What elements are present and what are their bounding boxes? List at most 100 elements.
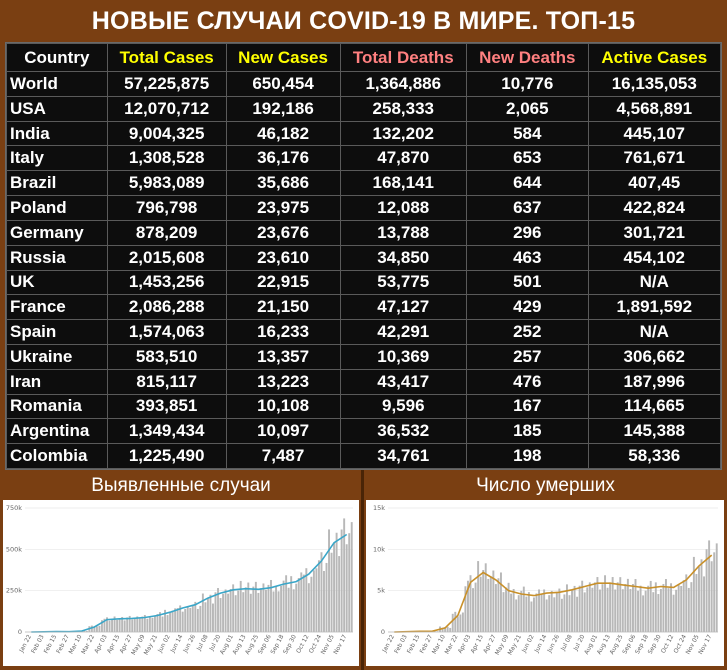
cell-new-deaths: 296	[466, 219, 589, 246]
bar	[242, 592, 245, 632]
bar	[239, 580, 242, 632]
table-row: Spain 1,574,063 16,233 42,291 252 N/A	[6, 319, 722, 345]
cell-total-cases: 1,574,063	[106, 319, 227, 345]
bar	[606, 587, 609, 632]
cell-country: World	[6, 71, 108, 97]
cell-total-cases: 1,308,528	[106, 145, 227, 172]
bar	[482, 570, 485, 632]
bar	[83, 630, 86, 632]
bar	[244, 587, 247, 632]
bar	[108, 620, 111, 632]
bar	[264, 589, 267, 632]
cell-country: Romania	[6, 393, 108, 420]
bar	[654, 582, 657, 632]
bar	[494, 584, 497, 632]
cases-chart-panel: 0 250k 500k 750k Jan 22 Feb 03 Feb 15 Feb 27 Mar…	[3, 500, 359, 666]
bar	[499, 572, 502, 632]
bar	[553, 597, 556, 632]
cell-total-deaths: 43,417	[339, 368, 468, 395]
bar	[340, 529, 343, 632]
bar	[280, 585, 283, 632]
bar	[619, 577, 622, 632]
bar	[540, 593, 543, 632]
bar	[270, 579, 272, 632]
cell-new-cases: 36,176	[225, 145, 341, 172]
bar	[146, 618, 149, 632]
bar	[106, 617, 108, 632]
bar	[85, 630, 88, 632]
bar	[639, 585, 642, 632]
bar	[95, 626, 98, 632]
cell-total-deaths: 47,870	[339, 145, 468, 172]
bar	[199, 605, 202, 632]
bar	[148, 617, 151, 632]
cell-total-deaths: 1,364,886	[339, 71, 468, 97]
y-tick-label: 0	[381, 628, 385, 636]
table-row: Argentina 1,349,434 10,097 36,532 185 145,388	[6, 418, 722, 445]
cell-active-cases: 301,721	[587, 219, 722, 246]
bar	[191, 604, 194, 632]
cell-country: Germany	[6, 219, 108, 246]
bar	[675, 589, 678, 632]
bar	[700, 559, 703, 632]
bar	[285, 575, 288, 632]
bar	[186, 606, 189, 632]
cell-total-deaths: 34,761	[339, 443, 468, 469]
bar	[247, 582, 250, 632]
bar	[512, 589, 515, 632]
bar	[169, 612, 172, 632]
table-row: World 57,225,875 650,454 1,364,886 10,776 16,…	[6, 71, 722, 97]
bar	[571, 590, 574, 632]
cell-new-deaths: 252	[466, 319, 589, 345]
bar	[259, 588, 262, 632]
cell-new-deaths: 637	[466, 195, 589, 221]
bar	[290, 576, 293, 632]
cell-new-cases: 650,454	[225, 71, 341, 97]
cell-active-cases: 1,891,592	[587, 294, 722, 321]
bar	[568, 595, 571, 632]
cell-new-cases: 13,223	[225, 368, 341, 395]
cell-new-deaths: 257	[466, 343, 589, 370]
bar	[345, 544, 348, 632]
bar	[237, 590, 240, 632]
bar	[695, 573, 698, 632]
bar	[690, 582, 693, 632]
cell-new-deaths: 644	[466, 170, 589, 197]
section-divider	[361, 470, 364, 670]
cell-new-cases: 22,915	[225, 269, 341, 296]
bar	[317, 560, 320, 632]
cell-new-cases: 13,357	[225, 343, 341, 370]
bar	[444, 627, 447, 632]
bar	[128, 615, 131, 632]
bar	[196, 608, 199, 632]
cell-total-cases: 1,225,490	[106, 443, 227, 469]
bar	[502, 592, 505, 632]
cell-new-cases: 23,975	[225, 195, 341, 221]
bar	[156, 614, 159, 632]
table-row: France 2,086,288 21,150 47,127 429 1,891,592	[6, 294, 722, 321]
bar	[179, 605, 182, 632]
bar	[181, 611, 184, 632]
cell-new-cases: 23,676	[225, 219, 341, 246]
cell-total-cases: 57,225,875	[106, 71, 227, 97]
header-country: Country	[6, 43, 108, 72]
cell-new-cases: 46,182	[225, 120, 341, 147]
cell-country: Italy	[6, 145, 108, 172]
cell-new-cases: 7,487	[225, 443, 341, 469]
cell-total-cases: 2,086,288	[106, 294, 227, 321]
bar	[578, 585, 581, 632]
cell-new-deaths: 476	[466, 368, 589, 395]
bar	[312, 570, 315, 632]
cell-active-cases: 761,671	[587, 145, 722, 172]
bar	[194, 601, 197, 632]
table-body: World 57,225,875 650,454 1,364,886 10,776 16,…	[6, 71, 722, 469]
bar	[222, 593, 225, 632]
table-row: Colombia 1,225,490 7,487 34,761 198 58,336	[6, 443, 722, 469]
bar	[581, 580, 584, 632]
bar	[93, 627, 96, 632]
bar	[227, 593, 230, 632]
bar	[121, 616, 124, 632]
cell-total-cases: 815,117	[106, 368, 227, 395]
bar	[596, 577, 599, 632]
cell-active-cases: 58,336	[587, 443, 722, 469]
